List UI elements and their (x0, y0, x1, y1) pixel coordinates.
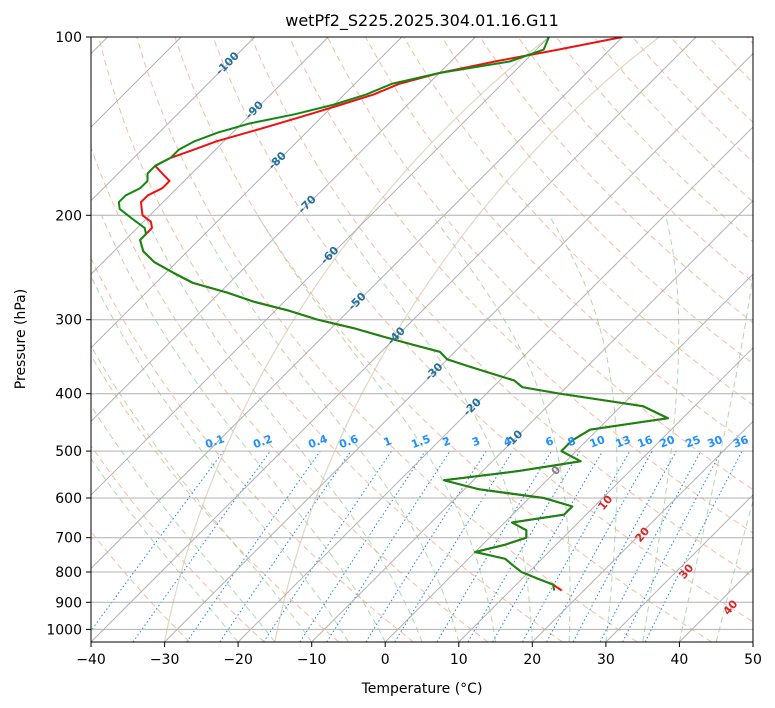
isotherm-line (311, 199, 753, 642)
axes: −40 −30 −20 −10 0 10 20 30 40 5010020030040050060… (46, 30, 762, 668)
plot-area (91, 37, 753, 642)
x-tick-label: 50 (744, 652, 762, 668)
mixing-ratio-label: 8 (566, 434, 578, 449)
mixing-ratio-label: 0.1 (203, 432, 226, 451)
moist-adiabat-line (91, 457, 239, 642)
mixing-ratio-label: 16 (636, 433, 655, 451)
dry-adiabat-line (136, 37, 638, 642)
moist-adiabat-line (678, 270, 753, 642)
dry-adiabat-line (250, 37, 753, 578)
mixing-ratio-label: 30 (706, 433, 725, 451)
mixing-ratio-line (186, 450, 321, 642)
moist-adiabat-line (548, 215, 618, 642)
x-tick-label: 20 (523, 652, 541, 668)
x-axis-label: Temperature (°C) (361, 681, 483, 697)
moist-adiabat-line (334, 215, 533, 642)
x-tick-label: −30 (150, 652, 180, 668)
moist-adiabat-line (144, 215, 423, 642)
y-tick-label: 400 (55, 387, 82, 403)
dry-adiabat-line (365, 37, 753, 448)
mixing-ratio-label: 2 (441, 434, 453, 449)
moist-adiabat-line (91, 345, 313, 642)
background-lines (91, 37, 753, 642)
mixing-ratio-label: 1 (382, 434, 394, 449)
isotherm-line (164, 52, 753, 642)
isotherm-line (91, 37, 550, 496)
isotherm-line (752, 641, 753, 642)
mixing-ratio-line (263, 450, 392, 642)
dewpoint-line (117, 37, 669, 591)
dry-adiabat-line (91, 444, 265, 642)
mixing-ratio-label: 36 (731, 433, 750, 451)
reference-curve-line (164, 37, 550, 642)
mixing-ratio-label: 3 (470, 434, 482, 449)
mixing-ratio-line (522, 450, 631, 642)
x-tick-label: 10 (450, 652, 468, 668)
x-tick-label: 0 (381, 652, 390, 668)
x-tick-label: 40 (670, 652, 688, 668)
y-tick-label: 800 (55, 565, 82, 581)
mixing-ratio-line (326, 450, 451, 642)
y-tick-label: 200 (55, 208, 82, 224)
mixing-ratio-line (394, 450, 514, 642)
isotherm-line (91, 37, 623, 570)
y-axis-label: Pressure (hPa) (13, 289, 29, 389)
y-tick-label: 600 (55, 491, 82, 507)
dry-adiabat-line (288, 37, 753, 534)
mixing-ratio-label: 4 (502, 434, 514, 449)
mixing-ratio-label: 0.6 (337, 432, 360, 451)
dry-adiabat-line (91, 257, 414, 642)
y-tick-label: 500 (55, 444, 82, 460)
dry-adiabat-line (91, 354, 340, 642)
moist-adiabat-line (91, 404, 276, 642)
dry-adiabat-line (98, 37, 563, 642)
mixing-ratio-line (299, 450, 426, 642)
mixing-ratio-label: 20 (658, 433, 677, 451)
mixing-ratio-line (644, 450, 743, 642)
mixing-ratio-line (546, 450, 653, 642)
mixing-ratio-label: 1.5 (409, 432, 432, 451)
isotherm-line (91, 37, 403, 349)
isotherm-line (531, 420, 753, 642)
plot-frame (90, 36, 754, 643)
isotherm-line (458, 347, 753, 642)
x-tick-label: 30 (597, 652, 615, 668)
y-tick-label: 900 (55, 595, 82, 611)
moist-adiabat-line (101, 215, 386, 642)
y-tick-label: 700 (55, 531, 82, 547)
mixing-ratio-line (132, 450, 271, 642)
isotherm-line (91, 37, 256, 202)
moist-adiabat-line (431, 215, 571, 642)
y-tick-label: 1000 (46, 622, 82, 638)
y-tick-label: 100 (55, 30, 82, 46)
x-tick-label: −40 (76, 652, 106, 668)
mixing-ratio-line (219, 450, 352, 642)
mixing-ratio-label: 13 (614, 433, 633, 450)
isotherm-line (91, 37, 476, 423)
y-tick-label: 300 (55, 313, 82, 329)
mixing-ratio-line (91, 450, 224, 632)
mixing-ratio-label: 0.2 (251, 432, 274, 451)
mixing-ratio-label: 10 (588, 433, 607, 451)
mixing-ratio-label: 6 (544, 434, 556, 449)
mixing-ratio-line (572, 450, 677, 642)
isotherm-line (605, 494, 753, 642)
mixing-ratio-label: 0.4 (306, 432, 329, 451)
chart-title: wetPf2_S225.2025.304.01.16.G11 (285, 11, 559, 31)
moist-adiabat-line (642, 215, 680, 642)
profile-lines (117, 37, 669, 592)
x-tick-label: −20 (223, 652, 253, 668)
isotherm-line (384, 273, 753, 642)
dry-adiabat-line (326, 37, 753, 491)
x-tick-label: −10 (297, 652, 327, 668)
dry-adiabat-line (174, 37, 712, 642)
dry-adiabat-line (212, 37, 753, 623)
isotherm-line (237, 126, 753, 642)
moist-adiabat-line (195, 215, 460, 642)
mixing-ratio-label: 25 (684, 433, 703, 450)
